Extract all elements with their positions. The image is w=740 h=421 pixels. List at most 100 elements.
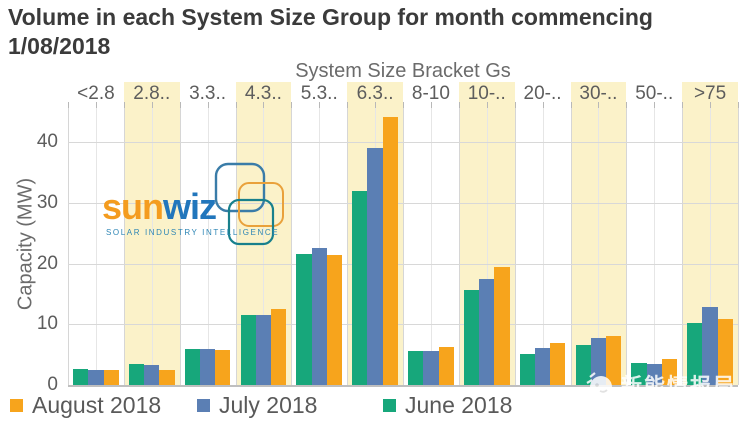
- sunwiz-tagline: SOLAR INDUSTRY INTELLIGENCE: [106, 228, 280, 237]
- legend-swatch-august: [10, 399, 23, 412]
- bar-june-2018: [184, 349, 200, 385]
- sunwiz-logo: sunwiz SOLAR INDUSTRY INTELLIGENCE: [100, 160, 290, 252]
- axis-tick: [319, 102, 321, 108]
- axis-tick: [68, 102, 69, 108]
- horizontal-gridline: [68, 324, 738, 326]
- category-label: <2.8: [77, 83, 115, 104]
- category-label: 5.3..: [300, 83, 338, 104]
- bar-june-2018: [73, 369, 89, 385]
- y-tick-label: 10: [36, 313, 58, 335]
- horizontal-gridline: [68, 142, 738, 144]
- bar-august-2018: [438, 347, 454, 385]
- category-label: 2.8..: [133, 83, 171, 104]
- bar-august-2018: [382, 116, 398, 385]
- axis-tick: [570, 102, 572, 108]
- legend-swatch-june: [383, 399, 396, 412]
- bar-july-2018: [88, 369, 104, 385]
- bar-july-2018: [646, 364, 662, 385]
- legend-label-july: July 2018: [219, 392, 318, 418]
- axis-tick: [738, 102, 739, 108]
- y-tick-label: 30: [36, 192, 58, 213]
- sunwiz-squares-icon: [214, 162, 284, 246]
- axis-tick: [207, 102, 209, 108]
- bar-june-2018: [519, 354, 535, 385]
- bar-june-2018: [687, 323, 703, 385]
- axis-tick: [375, 102, 377, 108]
- axis-tick: [291, 102, 293, 108]
- vertical-gridline: [626, 106, 628, 385]
- axis-tick: [542, 102, 544, 108]
- vertical-gridline: [430, 106, 432, 385]
- bar-august-2018: [271, 309, 287, 385]
- vertical-gridline: [179, 106, 181, 385]
- vertical-gridline: [710, 106, 712, 385]
- vertical-gridline: [403, 106, 404, 385]
- axis-tick: [682, 102, 684, 108]
- vertical-gridline: [654, 106, 656, 385]
- bar-july-2018: [199, 349, 216, 385]
- category-label: 4.3..: [244, 83, 282, 104]
- highlight-band: [123, 82, 180, 385]
- vertical-gridline: [682, 106, 684, 385]
- chart-title: Volume in each System Size Group for mon…: [8, 4, 653, 59]
- bar-july-2018: [702, 307, 718, 385]
- vertical-gridline: [207, 106, 209, 385]
- bar-july-2018: [367, 148, 383, 385]
- vertical-gridline: [151, 106, 153, 385]
- axis-tick: [95, 102, 97, 108]
- axis-tick: [598, 102, 600, 108]
- vertical-gridline: [598, 106, 600, 385]
- vertical-gridline: [458, 106, 460, 385]
- bar-august-2018: [159, 370, 175, 385]
- bar-august-2018: [215, 349, 231, 385]
- legend-item-june-2018: June 2018: [383, 392, 512, 419]
- sunwiz-word-wiz: wiz: [163, 186, 217, 227]
- chart-legend: August 2018 July 2018 June 2018: [0, 392, 740, 421]
- x-axis-title: System Size Bracket Gs: [295, 60, 511, 82]
- axis-tick: [263, 102, 265, 108]
- vertical-gridline: [95, 106, 97, 385]
- legend-label-august: August 2018: [32, 392, 162, 418]
- bar-july-2018: [534, 347, 551, 385]
- category-label: 20-..: [523, 83, 562, 104]
- legend-item-july-2018: July 2018: [197, 392, 317, 419]
- bar-june-2018: [240, 315, 256, 385]
- vertical-gridline: [542, 106, 544, 385]
- axis-tick: [123, 102, 125, 108]
- axis-tick: [347, 102, 349, 108]
- category-label: >75: [693, 83, 727, 104]
- category-label: 30-..: [579, 83, 618, 104]
- bar-july-2018: [144, 364, 160, 385]
- bar-june-2018: [128, 364, 145, 385]
- vertical-gridline: [738, 106, 739, 385]
- publisher-name: 新能情报局: [621, 375, 736, 398]
- bar-august-2018: [550, 343, 566, 385]
- bar-july-2018: [255, 315, 271, 385]
- axis-tick: [403, 102, 404, 108]
- vertical-gridline: [347, 106, 349, 385]
- axis-tick: [430, 102, 432, 108]
- sunwiz-word-sun: sun: [102, 186, 164, 227]
- vertical-gridline: [68, 106, 69, 385]
- axis-tick: [235, 102, 237, 108]
- bar-june-2018: [352, 190, 368, 385]
- y-tick-label: 40: [36, 131, 58, 153]
- y-tick-label: 20: [36, 252, 58, 274]
- category-label: 10-..: [467, 83, 506, 104]
- vertical-gridline: [263, 106, 265, 385]
- category-label: 50-..: [635, 83, 674, 104]
- axis-tick: [626, 102, 628, 108]
- axis-tick: [486, 102, 488, 108]
- vertical-gridline: [319, 106, 321, 385]
- axis-tick: [654, 102, 656, 108]
- bar-june-2018: [575, 344, 591, 385]
- x-axis-line: [68, 385, 738, 387]
- bar-july-2018: [311, 247, 327, 385]
- bar-june-2018: [631, 363, 647, 385]
- sunwiz-wordmark: sunwiz: [102, 186, 217, 228]
- wechat-account-logo-icon: [586, 372, 612, 398]
- vertical-gridline: [486, 106, 488, 385]
- vertical-gridline: [123, 106, 125, 385]
- axis-tick: [458, 102, 460, 108]
